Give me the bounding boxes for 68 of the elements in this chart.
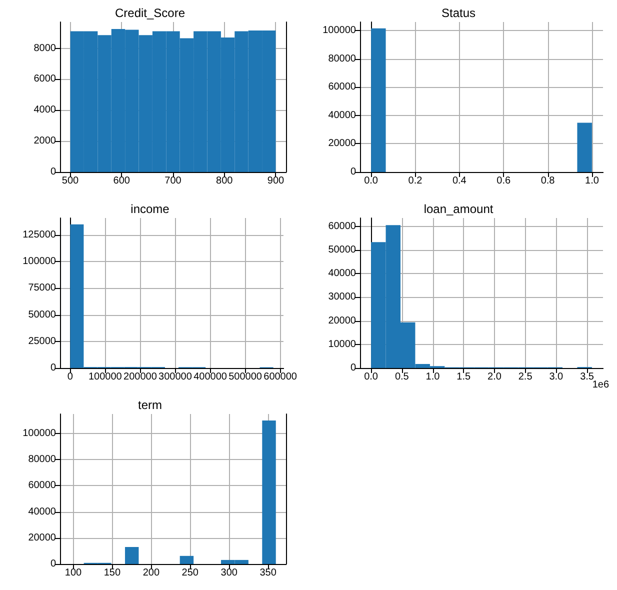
y-tick-label: 75000 [28,282,56,294]
x-tick-label: 600 [113,176,130,186]
y-tick-label: 80000 [28,454,56,466]
x-tick-label: 300000 [158,372,192,382]
y-tick-label: 50000 [328,244,356,256]
chart-title: loan_amount [424,202,494,216]
x-tick-label: 500000 [228,372,262,382]
y-tick-label: 100000 [22,256,56,268]
x-tick-label: 3.0 [549,372,564,382]
x-tick-label: 200 [142,568,160,578]
x-tick-label: 100000 [88,372,122,382]
chart-title: Status [441,6,476,20]
x-tick-label: 1.0 [585,176,600,186]
y-tick-label: 60000 [328,82,356,93]
y-tick-label: 8000 [34,42,56,54]
y-tick-label: 20000 [28,532,56,544]
x-tick-label: 250 [182,568,199,578]
x-tick-label: 1.5 [456,372,471,382]
x-tick-label: 100 [64,568,82,578]
x-tick-label: 2.5 [518,372,533,382]
y-tick-label: 100000 [322,24,356,36]
y-tick-label: 0 [50,558,56,570]
x-tick-label: 0.0 [364,372,378,382]
y-tick-label: 0 [350,166,356,178]
x-tick-label: 400000 [194,372,228,382]
y-tick-label: 0 [50,166,56,178]
chart-title: Credit_Score [114,6,186,20]
x-tick-label: 0.8 [540,176,556,186]
y-tick-label: 20000 [328,315,356,326]
x-tick-label: 0 [67,372,74,382]
x-tick-label: 800 [216,176,234,186]
x-tick-label: 0.5 [394,372,410,382]
x-tick-label: 0.0 [364,176,378,186]
y-tick-label: 40000 [28,506,56,518]
y-tick-label: 40000 [328,268,356,280]
text: 1e6 [592,380,610,390]
y-tick-label: 40000 [328,110,356,121]
chart-title: income [130,202,170,216]
x-tick-label: 200000 [124,372,158,382]
x-tick-label: 700 [164,176,182,186]
chart-title: term [138,398,162,412]
x-tick-label: 300 [220,568,238,578]
x-tick-label: 350 [260,568,277,578]
y-tick-label: 80000 [328,53,356,64]
y-tick-label: 100000 [22,428,56,440]
y-tick-label: 60000 [328,220,356,232]
y-tick-label: 2000 [34,136,56,147]
x-tick-label: 0.2 [408,176,423,186]
x-tick-label: 0.6 [496,176,511,186]
y-tick-label: 4000 [34,104,56,116]
x-tick-label: 900 [267,176,285,186]
x-tick-label: 2.0 [488,372,502,382]
x-tick-label: 600000 [264,372,298,382]
y-tick-label: 25000 [28,336,56,347]
x-tick-label: 500 [62,176,80,186]
x-tick-label: 1.0 [426,372,440,382]
y-tick-label: 0 [350,362,356,374]
y-tick-label: 60000 [28,480,56,492]
y-tick-label: 20000 [328,138,356,150]
y-tick-label: 10000 [328,338,356,350]
y-tick-label: 0 [50,362,56,374]
x-tick-label: 0.4 [452,176,467,186]
x-tick-label: 150 [104,568,121,578]
y-tick-label: 6000 [34,74,56,85]
x-tick-label: 3.5 [580,372,594,382]
y-tick-label: 30000 [328,292,356,303]
y-tick-label: 50000 [28,309,56,320]
y-tick-label: 125000 [22,230,56,241]
